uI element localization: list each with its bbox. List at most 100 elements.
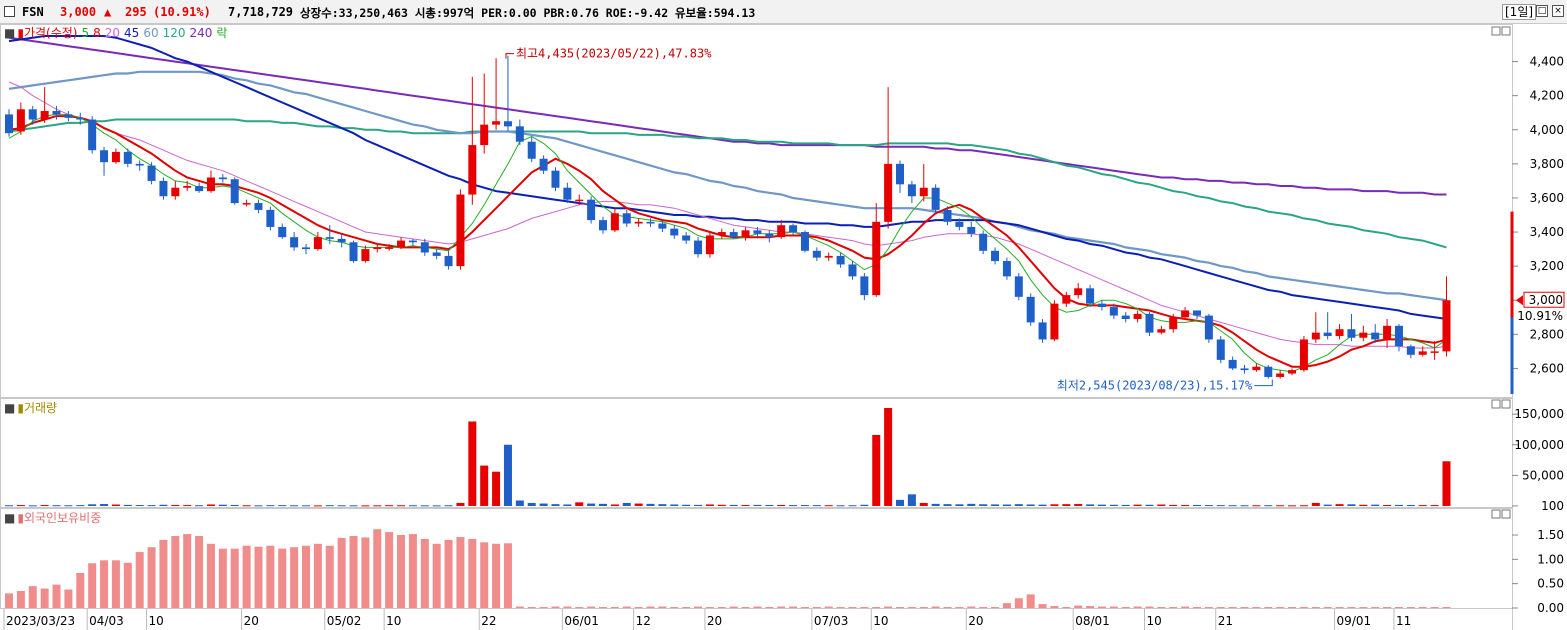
candle-body (5, 114, 13, 134)
chart-area: 2,600 2,800 3,000 3,200 3,400 3,600 3,800 4,000… (0, 24, 1565, 630)
volume-bar (278, 505, 287, 507)
foreign-bar (884, 606, 893, 608)
candle (1430, 341, 1439, 360)
candle (943, 206, 952, 226)
candle-body (444, 255, 453, 267)
volume-bar (28, 505, 37, 507)
legend-item: 20 (105, 26, 120, 40)
volume-bar (147, 505, 156, 507)
candle (539, 155, 548, 175)
candle (777, 220, 786, 239)
candle (1442, 276, 1451, 357)
candle (195, 182, 204, 193)
candle-body (28, 109, 37, 120)
x-tick-label: 21 (1218, 614, 1233, 628)
foreign-bar (16, 590, 25, 608)
volume-bar (955, 504, 964, 506)
candle (361, 245, 370, 263)
foreign-bar (622, 606, 631, 608)
volume-bar (836, 505, 845, 507)
candle-body (919, 187, 928, 197)
foreign-bar (1228, 607, 1237, 609)
candle (741, 226, 750, 241)
candle-body (1335, 329, 1344, 337)
price-tick-label: 2,600 (1530, 361, 1564, 375)
candle (515, 119, 524, 146)
candle (1323, 312, 1332, 340)
volume-bar (1181, 505, 1190, 507)
candle-body (991, 250, 1000, 262)
candle (325, 225, 334, 244)
legends: ■ ▮가격(수정) 5 8 20 45 60 120 240 락■ ▮거래량■ ▮외국인보유비중 (4, 26, 1511, 525)
last-pct-label: 10.91% (1517, 309, 1563, 323)
foreign-bar (539, 607, 548, 609)
candle (1299, 336, 1308, 372)
volume-bar (1228, 505, 1237, 507)
volume-bar (634, 503, 643, 506)
x-tick-label: 10 (1146, 614, 1161, 628)
volume-bar (610, 504, 619, 506)
candle (955, 218, 964, 231)
candle-body (1133, 313, 1142, 319)
candle-body (88, 119, 97, 151)
foreign-bar (907, 607, 916, 609)
foreign-bar (171, 536, 180, 608)
candle (313, 232, 322, 251)
foreign-bar (1299, 607, 1308, 609)
price-panel: 2,600 2,800 3,000 3,200 3,400 3,600 3,800 4,000… (5, 35, 1565, 394)
candle-body (599, 220, 607, 231)
volume-bar (931, 503, 940, 506)
candle (183, 180, 192, 192)
foreign-bar (599, 607, 607, 609)
candle (40, 87, 49, 123)
symbol-label: FSN (22, 5, 44, 19)
volume-bar (159, 504, 168, 506)
volume-bar (1014, 504, 1023, 506)
close-icon[interactable]: × (1552, 5, 1564, 17)
candle-body (206, 177, 215, 192)
candle-body (1204, 315, 1213, 340)
candle-body (385, 247, 394, 249)
legend-item: ▮거래량 (17, 401, 57, 415)
foreign-bar (40, 588, 49, 608)
period-button[interactable]: [1일] (1502, 4, 1537, 20)
candle-body (171, 187, 180, 197)
maximize-icon[interactable]: □ (1536, 5, 1548, 17)
foreign-bar (967, 606, 976, 608)
last-price-label: 3,000 (1529, 293, 1563, 307)
foreign-bar (705, 607, 714, 609)
candle (1097, 300, 1106, 311)
last-price-marker-icon (1516, 295, 1523, 306)
select-checkbox[interactable] (4, 6, 15, 17)
foreign-bar (824, 606, 833, 608)
x-tick-label: 08/01 (1075, 614, 1110, 628)
foreign-bar (1193, 607, 1201, 609)
foreign-bar (444, 539, 453, 608)
candle-body (361, 249, 370, 262)
candle (456, 189, 465, 270)
x-tick-label: 06/01 (564, 614, 599, 628)
candle (1264, 365, 1273, 379)
foreign-bar (515, 606, 524, 608)
candle-body (278, 226, 287, 238)
volume-bar (1406, 505, 1415, 507)
volume-bar (717, 504, 726, 506)
candle (979, 230, 988, 255)
candle-body (1264, 366, 1273, 377)
volume-bar (658, 504, 667, 506)
price-tick-label: 3,600 (1530, 191, 1564, 205)
candle (28, 105, 37, 125)
candle-body (159, 180, 168, 197)
foreign-bar (349, 536, 358, 608)
foreign-minimize-icon (1491, 509, 1501, 519)
volume-bar (1442, 461, 1451, 506)
legend-item: 8 (93, 26, 101, 40)
candle-body (741, 230, 750, 238)
x-tick-label: 04/03 (89, 614, 124, 628)
foreign-bar (1383, 607, 1392, 609)
candle (670, 225, 679, 239)
volume-bar (599, 503, 607, 506)
candle-body (1359, 332, 1368, 338)
candle-body (610, 213, 619, 231)
candle (218, 174, 227, 183)
